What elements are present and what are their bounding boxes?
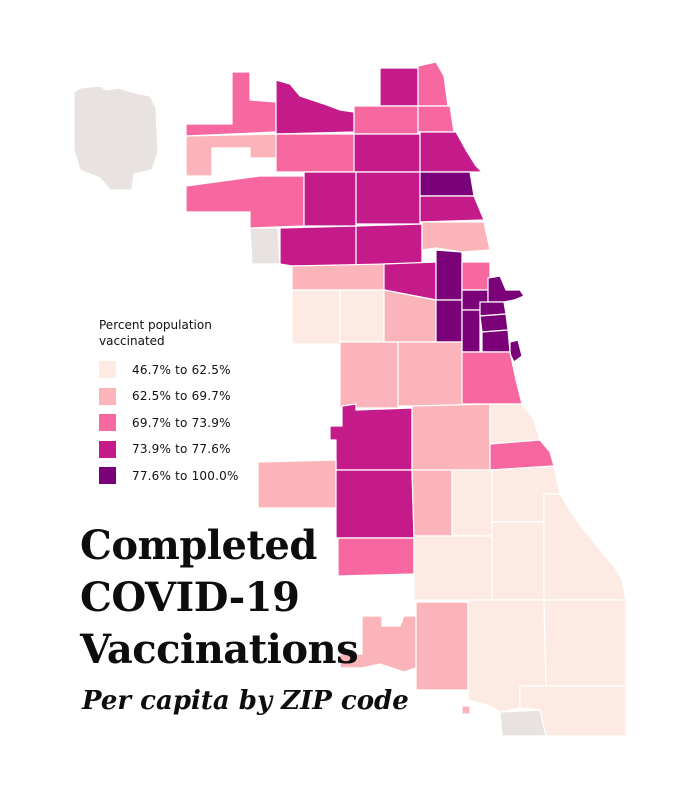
zip-area[interactable]	[489, 403, 541, 445]
zip-area[interactable]	[397, 341, 463, 407]
legend-item: 46.7% to 62.5%	[99, 361, 299, 378]
zip-area[interactable]	[419, 131, 483, 173]
legend-item: 69.7% to 73.9%	[99, 414, 299, 431]
legend-title: Percent population vaccinated	[99, 318, 212, 348]
map-subtitle: Per capita by ZIP code	[82, 686, 409, 716]
legend-label: 62.5% to 69.7%	[132, 389, 231, 403]
zip-area[interactable]	[355, 223, 423, 267]
zip-area[interactable]	[421, 221, 491, 253]
zip-area[interactable]	[329, 403, 413, 471]
zip-area[interactable]	[279, 225, 357, 267]
title-line-3: Vaccinations	[80, 626, 359, 673]
title-line-1: Completed	[80, 522, 317, 569]
legend-item: 77.6% to 100.0%	[99, 467, 299, 484]
legend-label: 46.7% to 62.5%	[132, 362, 231, 377]
zip-area[interactable]	[435, 249, 463, 301]
map-title: Completed COVID-19 Vaccinations	[80, 520, 359, 676]
zip-area-nodata-west[interactable]	[249, 227, 281, 265]
legend-swatch	[99, 467, 116, 484]
zip-area[interactable]	[415, 601, 469, 691]
title-line-2: COVID-19	[80, 574, 300, 621]
zip-area[interactable]	[451, 469, 493, 537]
zip-area[interactable]	[491, 521, 545, 601]
zip-area[interactable]	[543, 599, 627, 687]
zip-area[interactable]	[379, 67, 419, 107]
zip-area[interactable]	[413, 535, 493, 601]
zip-area[interactable]	[339, 289, 385, 343]
zip-area[interactable]	[461, 705, 471, 715]
legend-label: 77.6% to 100.0%	[132, 468, 239, 483]
legend-swatch	[99, 440, 116, 458]
zip-area[interactable]	[417, 105, 455, 133]
zip-area[interactable]	[291, 263, 385, 291]
zip-area[interactable]	[461, 261, 491, 291]
zip-area[interactable]	[489, 439, 555, 471]
legend-list: 46.7% to 62.5% 62.5% to 69.7% 69.7% to 7…	[99, 361, 299, 484]
legend-label: 69.7% to 73.9%	[132, 415, 231, 430]
zip-area[interactable]	[419, 195, 485, 223]
zip-area[interactable]	[339, 615, 417, 673]
legend-swatch	[99, 387, 116, 405]
zip-area[interactable]	[353, 133, 421, 173]
zip-area[interactable]	[185, 71, 277, 137]
zip-area[interactable]	[185, 175, 305, 229]
zip-area[interactable]	[339, 341, 399, 409]
legend-label: 73.9% to 77.6%	[132, 442, 231, 456]
zip-area[interactable]	[275, 133, 355, 173]
zip-area[interactable]	[417, 61, 449, 107]
zip-area[interactable]	[353, 105, 419, 135]
zip-area[interactable]	[519, 685, 627, 737]
zip-area[interactable]	[461, 309, 481, 353]
legend-item: 62.5% to 69.7%	[99, 387, 299, 405]
legend-item: 73.9% to 77.6%	[99, 440, 299, 458]
zip-area-ohare[interactable]	[73, 85, 159, 191]
zip-area[interactable]	[487, 275, 525, 303]
zip-area[interactable]	[435, 299, 463, 343]
legend: Percent population vaccinated 46.7% to 6…	[99, 317, 299, 494]
zip-area[interactable]	[543, 493, 627, 601]
zip-area[interactable]	[185, 133, 277, 177]
zip-area[interactable]	[419, 171, 475, 197]
zip-area[interactable]	[411, 469, 453, 537]
zip-area[interactable]	[481, 329, 511, 353]
zip-area[interactable]	[275, 79, 355, 135]
zip-area[interactable]	[291, 289, 341, 345]
zip-area[interactable]	[479, 313, 509, 333]
zip-area-nodata-south[interactable]	[499, 709, 547, 737]
zip-area[interactable]	[355, 171, 421, 225]
legend-swatch	[99, 361, 116, 378]
legend-swatch	[99, 414, 116, 431]
zip-area[interactable]	[411, 403, 491, 471]
zip-area[interactable]	[303, 171, 357, 227]
